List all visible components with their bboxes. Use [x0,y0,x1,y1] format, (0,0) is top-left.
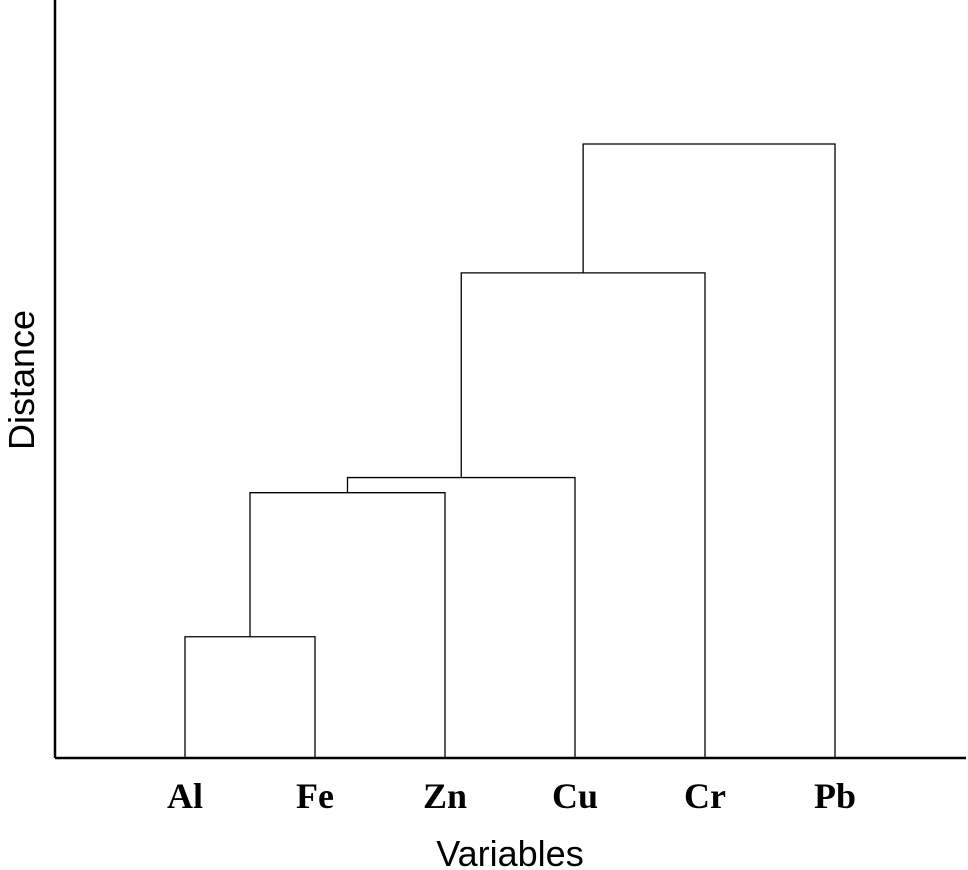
merge-branch-3 [346,476,576,758]
leaf-label-zn: Zn [423,776,467,816]
leaf-label-cr: Cr [684,776,726,816]
y-axis-title: Distance [1,310,42,450]
leaf-label-cu: Cu [552,776,598,816]
merge-branch-4 [460,272,706,758]
dendrogram-branches [184,143,836,758]
merge-branch-2 [249,492,446,758]
merge-branch-5 [582,143,836,758]
leaf-label-al: Al [167,776,203,816]
leaf-label-pb: Pb [814,776,856,816]
x-axis-title: Variables [436,833,583,870]
merge-branch-1 [184,636,316,758]
leaf-label-fe: Fe [296,776,334,816]
leaf-labels: Al Fe Zn Cu Cr Pb [167,776,856,816]
